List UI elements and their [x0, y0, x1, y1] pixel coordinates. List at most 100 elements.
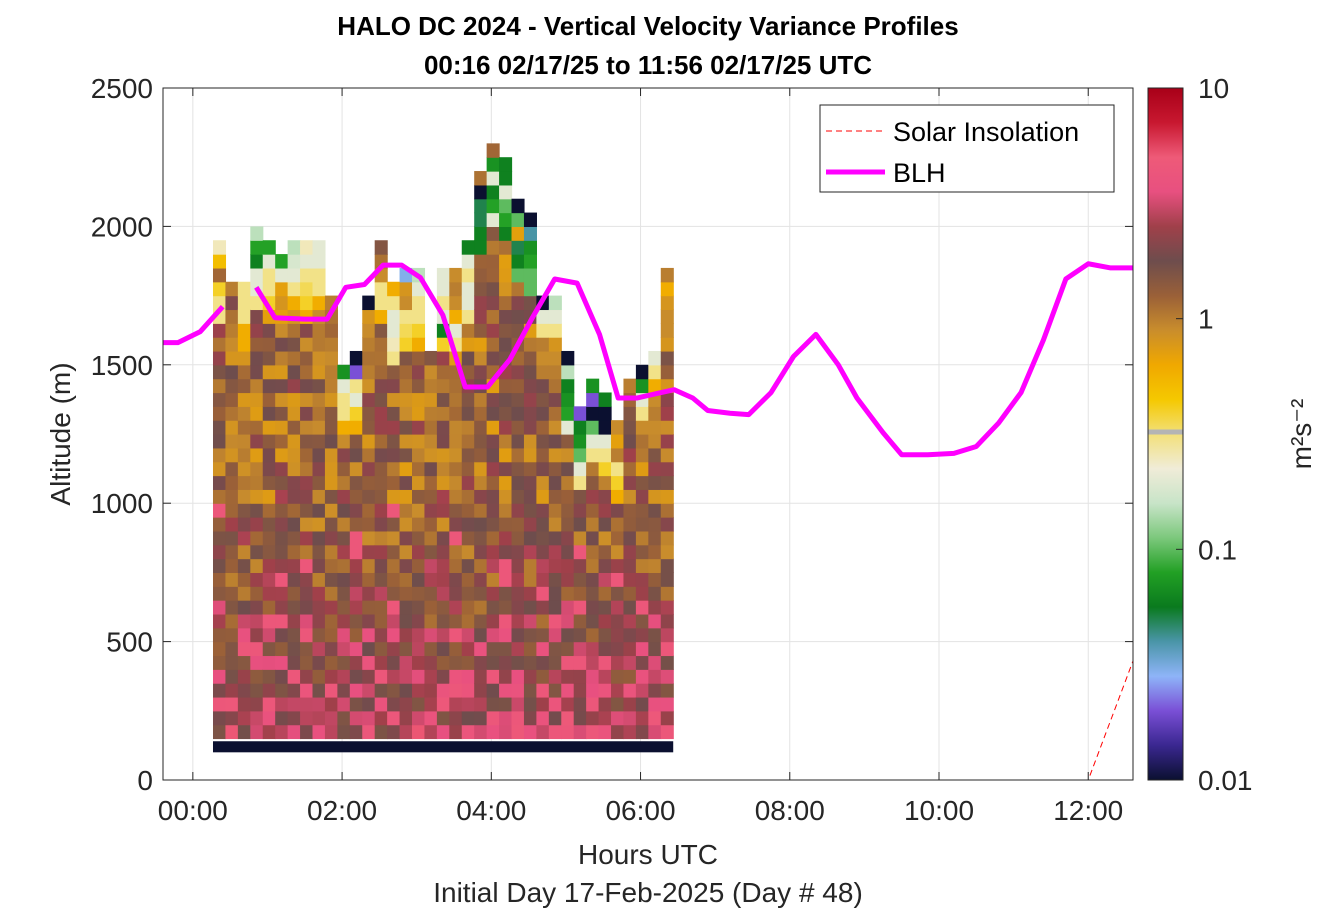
heatmap-cell	[536, 489, 550, 504]
heatmap-cell	[412, 627, 426, 643]
heatmap-cell	[598, 475, 612, 490]
heatmap-cell	[486, 143, 500, 158]
heatmap-cell	[324, 655, 338, 670]
heatmap-cell	[486, 558, 500, 573]
heatmap-cell	[349, 696, 363, 712]
heatmap-cell	[374, 475, 388, 490]
x-axis-label: Hours UTC	[578, 839, 718, 870]
heatmap-cell	[287, 530, 301, 546]
heatmap-cell	[349, 489, 363, 504]
heatmap-cell	[324, 350, 338, 366]
heatmap-cell	[312, 323, 326, 338]
heatmap-cell	[324, 489, 338, 504]
colorbar-label: m²s⁻²	[1286, 399, 1317, 470]
heatmap-cell	[511, 212, 525, 227]
heatmap-cell	[561, 530, 575, 546]
heatmap-cell	[499, 420, 513, 435]
heatmap-cell	[548, 572, 562, 587]
heatmap-cell	[648, 434, 662, 449]
heatmap-cell	[275, 655, 289, 670]
heatmap-cell	[300, 406, 314, 421]
heatmap-cell	[461, 613, 475, 629]
heatmap-cell	[499, 710, 513, 726]
heatmap-cell	[548, 710, 562, 726]
heatmap-cell	[412, 337, 426, 352]
heatmap-cell	[660, 406, 674, 421]
heatmap-cell	[536, 641, 550, 657]
heatmap-cell	[287, 475, 301, 490]
heatmap-cell	[548, 350, 562, 366]
heatmap-cell	[573, 530, 587, 546]
heatmap-cell	[324, 406, 338, 421]
heatmap-cell	[523, 558, 537, 573]
heatmap-cell	[312, 641, 326, 657]
heatmap-cell	[511, 295, 525, 311]
heatmap-cell	[237, 323, 251, 338]
heatmap-cell	[399, 669, 413, 684]
heatmap-cell	[561, 350, 575, 366]
heatmap-cell	[324, 600, 338, 615]
heatmap-cell	[474, 212, 488, 227]
heatmap-cell	[611, 696, 625, 712]
heatmap-cell	[611, 461, 625, 477]
heatmap-cell	[262, 434, 276, 449]
heatmap-cell	[523, 420, 537, 435]
heatmap-cell	[225, 475, 239, 490]
heatmap-cell	[374, 613, 388, 629]
heatmap-cell	[337, 434, 351, 449]
heatmap-cell	[474, 572, 488, 587]
heatmap-cell	[262, 669, 276, 684]
heatmap-cell	[225, 530, 239, 546]
heatmap-cell	[237, 447, 251, 463]
heatmap-cell	[660, 337, 674, 352]
heatmap-cell	[548, 641, 562, 657]
heatmap-cell	[586, 447, 600, 463]
heatmap-cell	[548, 696, 562, 712]
heatmap-cell	[312, 517, 326, 532]
heatmap-cell	[474, 600, 488, 615]
heatmap-cell	[349, 392, 363, 407]
heatmap-cell	[436, 641, 450, 657]
heatmap-cell	[598, 530, 612, 546]
heatmap-cell	[250, 447, 264, 463]
heatmap-cell	[561, 420, 575, 435]
heatmap-cell	[598, 710, 612, 726]
heatmap-cell	[250, 350, 264, 366]
x-tick-label: 00:00	[158, 795, 228, 826]
heatmap-cell	[511, 724, 525, 740]
heatmap-cell	[573, 503, 587, 518]
heatmap-cell	[212, 406, 227, 421]
heatmap-cell	[374, 364, 388, 380]
blh-line	[254, 261, 1133, 458]
heatmap-cell	[523, 627, 537, 643]
heatmap-cell	[536, 420, 550, 435]
heatmap-cell	[250, 683, 264, 698]
heatmap-cell	[262, 503, 276, 518]
heatmap-cell	[399, 447, 413, 463]
heatmap-cell	[337, 364, 351, 380]
heatmap-cell	[399, 406, 413, 421]
heatmap-cell	[523, 489, 537, 504]
heatmap-cell	[399, 724, 413, 740]
heatmap-cell	[536, 337, 550, 352]
heatmap-cell	[511, 309, 525, 324]
heatmap-cell	[511, 406, 525, 421]
heatmap-cell	[225, 600, 239, 615]
heatmap-cell	[598, 517, 612, 532]
heatmap-cell	[212, 475, 227, 490]
heatmap-cell	[412, 683, 426, 698]
heatmap-cell	[461, 323, 475, 338]
heatmap-cell	[573, 710, 587, 726]
heatmap-cell	[461, 558, 475, 573]
heatmap-cell	[611, 710, 625, 726]
heatmap-cell	[548, 655, 562, 670]
heatmap-cell	[287, 544, 301, 560]
heatmap-cell	[312, 600, 326, 615]
heatmap-cell	[548, 503, 562, 518]
heatmap-cell	[561, 544, 575, 560]
heatmap-cell	[635, 613, 649, 629]
heatmap-cell	[623, 724, 637, 740]
heatmap-cell	[250, 544, 264, 560]
heatmap-cell	[374, 281, 388, 297]
heatmap-cell	[212, 240, 227, 255]
